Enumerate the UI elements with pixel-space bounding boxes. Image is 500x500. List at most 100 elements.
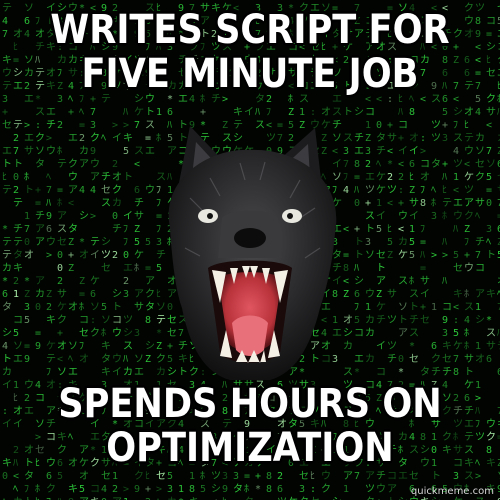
svg-text:6: 6 (57, 458, 63, 469)
svg-text:6: 6 (398, 16, 404, 27)
svg-text:5: 5 (332, 81, 338, 92)
svg-text:ケ: ケ (57, 301, 67, 313)
svg-text:ス: ス (464, 471, 474, 482)
svg-text:タ: タ (101, 431, 111, 443)
svg-text:カ: カ (354, 444, 364, 456)
svg-text:カ: カ (189, 67, 199, 79)
svg-text:ト: ト (398, 315, 408, 326)
svg-text:=: = (277, 120, 283, 131)
svg-text:チ: チ (387, 353, 397, 365)
svg-text:+: + (2, 107, 8, 118)
svg-text:ク: ク (486, 93, 496, 105)
svg-text:シ: シ (398, 68, 408, 79)
svg-text:ア: ア (277, 81, 287, 92)
bottom-caption-line-2: OPTIMIZATION (106, 425, 394, 471)
svg-text:3: 3 (233, 471, 239, 482)
svg-text:イ: イ (354, 393, 364, 404)
svg-text:カ: カ (2, 366, 12, 378)
svg-text:+: + (145, 484, 151, 495)
svg-text:ツ: ツ (453, 419, 463, 430)
svg-text:チ: チ (376, 470, 386, 482)
svg-text:8: 8 (332, 289, 338, 300)
svg-text:ク: ク (156, 353, 166, 365)
svg-text:テ: テ (46, 354, 56, 365)
svg-text:5: 5 (409, 237, 415, 248)
svg-text:6: 6 (497, 159, 500, 170)
svg-text::: : (310, 107, 316, 118)
svg-text:チ: チ (178, 340, 188, 352)
svg-text:3: 3 (255, 3, 261, 14)
bottom-caption-line-1: SPENDS HOURS ON (58, 381, 442, 427)
svg-text:ﾍ: ﾍ (475, 211, 480, 222)
svg-text:チ: チ (376, 145, 386, 157)
svg-text:ウ: ウ (453, 210, 463, 222)
svg-text:8: 8 (211, 432, 217, 443)
svg-text:ア: ア (68, 185, 78, 196)
svg-text:チ: チ (101, 171, 111, 183)
svg-text:ソ: ソ (90, 302, 100, 313)
svg-text:Z: Z (68, 263, 74, 274)
svg-text:セ: セ (409, 470, 419, 482)
svg-text:<: < (90, 3, 96, 14)
svg-text:1: 1 (431, 432, 437, 443)
svg-text:ウ: ウ (145, 184, 155, 196)
svg-text:カ: カ (178, 80, 188, 92)
svg-text:6: 6 (90, 289, 96, 300)
svg-text:Z: Z (387, 68, 393, 79)
svg-text:8: 8 (57, 16, 63, 27)
svg-text:Z: Z (387, 250, 393, 261)
svg-text::: : (35, 120, 41, 131)
svg-text:オ: オ (123, 379, 133, 391)
svg-text:7: 7 (189, 3, 195, 14)
svg-text:2: 2 (398, 380, 404, 391)
svg-text:6: 6 (431, 341, 437, 352)
svg-text:セ: セ (156, 470, 166, 482)
svg-text:3: 3 (134, 328, 140, 339)
svg-text:ク: ク (90, 132, 100, 144)
svg-text:シ: シ (101, 237, 111, 248)
svg-text:1: 1 (343, 445, 349, 456)
svg-text:ト: ト (365, 224, 375, 235)
svg-text:イ: イ (244, 107, 254, 118)
svg-text:コ: コ (365, 81, 375, 92)
svg-text:イ: イ (376, 211, 386, 222)
svg-text:オ: オ (13, 28, 23, 40)
svg-text:ﾍ: ﾍ (497, 289, 500, 300)
svg-text:チ: チ (134, 197, 144, 209)
svg-text:ﾎ: ﾎ (453, 431, 458, 443)
svg-text:ﾌ: ﾌ (156, 185, 161, 196)
svg-text:ス: ス (134, 146, 144, 157)
svg-text:1: 1 (101, 445, 107, 456)
svg-text:シ: シ (112, 289, 122, 300)
svg-text:0: 0 (431, 445, 437, 456)
svg-text:ﾍ: ﾍ (123, 29, 128, 40)
svg-text:ウ: ウ (409, 496, 419, 500)
svg-text:ス: ス (255, 120, 265, 131)
svg-text:3: 3 (90, 120, 96, 131)
svg-text:ク: ク (442, 405, 452, 417)
svg-text:>: > (475, 393, 481, 404)
svg-text:=: = (310, 393, 316, 404)
svg-text:2: 2 (211, 29, 217, 40)
svg-text:タ: タ (431, 158, 441, 170)
svg-text:カ: カ (497, 132, 500, 144)
svg-text:>: > (222, 432, 228, 443)
svg-text:コ: コ (79, 315, 89, 326)
svg-text:>: > (112, 120, 118, 131)
svg-text:イ: イ (90, 419, 100, 430)
svg-text:ソ: ソ (68, 341, 78, 352)
svg-text:ア: ア (387, 484, 397, 495)
svg-text:ﾋ: ﾋ (13, 41, 18, 53)
svg-text:ス: ス (145, 120, 155, 131)
svg-text:*: * (79, 3, 85, 14)
svg-text:*: * (178, 29, 184, 40)
svg-text:カ: カ (398, 236, 408, 248)
svg-text:1: 1 (475, 302, 481, 313)
svg-text:1: 1 (167, 185, 173, 196)
svg-text:Z: Z (288, 107, 294, 118)
svg-text:2: 2 (167, 224, 173, 235)
svg-text:イ: イ (112, 367, 122, 378)
svg-text:タ: タ (288, 418, 298, 430)
svg-text:ソ: ソ (398, 3, 408, 14)
svg-text:サ: サ (376, 457, 386, 469)
